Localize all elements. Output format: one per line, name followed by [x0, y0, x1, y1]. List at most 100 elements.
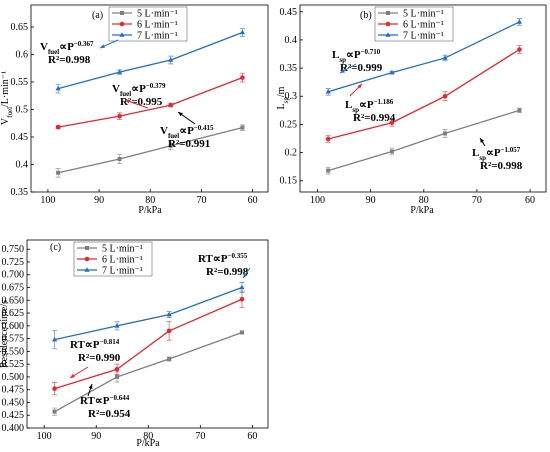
text-part: R²=0.995: [120, 96, 163, 108]
text-part: ∝P: [179, 125, 194, 137]
text-part: −0.710: [361, 48, 381, 56]
plot-frame: [30, 4, 269, 193]
text-part: L: [345, 99, 352, 111]
marker: [442, 55, 448, 60]
text-part: Residence time/s: [0, 300, 10, 368]
text-part: fuel: [6, 107, 14, 118]
marker: [517, 108, 522, 113]
marker: [84, 267, 90, 272]
marker: [325, 88, 331, 94]
text-part: L: [332, 49, 339, 61]
y-axis-label: Vfuel/L·min⁻¹: [0, 71, 14, 125]
legend-label: 5 L·min⁻¹: [403, 9, 444, 20]
annotation-text: R²=0.998: [48, 54, 91, 66]
text-part: R²=0.998: [480, 160, 523, 172]
marker: [114, 323, 120, 328]
x-tick-label: 70: [472, 195, 482, 206]
annotation-text: Vfuel∝P−0.379: [112, 82, 166, 98]
legend-label: 6 L·min⁻¹: [137, 20, 178, 31]
y-tick-label: 0.45: [11, 132, 29, 143]
marker: [168, 57, 174, 62]
legend-label: 5 L·min⁻¹: [102, 244, 143, 255]
x-axis-label: P/kPa: [136, 438, 160, 449]
text-part: V: [0, 117, 11, 125]
y-tick-label: 0.6: [16, 50, 29, 61]
text-part: ∝P: [346, 49, 361, 61]
marker: [325, 136, 331, 142]
annotation-text: R²=0.995: [120, 96, 163, 108]
text-part: ∝P: [486, 147, 501, 159]
marker: [389, 149, 394, 154]
marker: [52, 409, 57, 414]
marker: [119, 32, 125, 37]
marker: [442, 93, 448, 99]
text-part: −1.186: [374, 98, 394, 106]
arrow-head: [480, 138, 485, 143]
y-tick-label: 0.400: [2, 423, 25, 434]
text-part: sp: [352, 106, 359, 114]
y-tick-label: 0.3: [285, 91, 298, 102]
plot-frame: [299, 4, 547, 193]
y-tick-label: 0.725: [2, 257, 25, 268]
x-tick-label: 80: [145, 195, 155, 206]
marker: [166, 311, 172, 317]
marker: [51, 336, 58, 342]
panel-label: (c): [50, 242, 61, 253]
marker: [168, 143, 173, 148]
plot-frame: [26, 239, 269, 429]
marker: [385, 32, 391, 37]
y-tick-label: 0.600: [2, 321, 25, 332]
y-tick-label: 0.45: [280, 7, 298, 18]
annotation-text: Vfuel∝P−0.415: [160, 124, 214, 140]
text-part: R²=0.954: [88, 408, 131, 420]
marker: [115, 374, 120, 379]
panel-label: (b): [360, 10, 372, 21]
text-part: −0.379: [146, 82, 166, 90]
arrow-head: [178, 112, 183, 117]
text-part: V: [160, 125, 168, 137]
annotation-text: RT∝P−0.814: [70, 338, 120, 351]
text-part: RT: [198, 253, 214, 265]
text-part: fuel: [120, 90, 131, 98]
y-tick-label: 0.450: [2, 397, 25, 408]
text-part: sp: [339, 56, 346, 64]
y-tick-label: 0.4: [285, 35, 298, 46]
text-part: R²=0.994: [353, 112, 396, 124]
text-part: ∝P: [213, 253, 228, 265]
text-part: V: [112, 83, 120, 95]
annotation-text: R²=0.998: [480, 160, 523, 172]
annotation-text: Lsp∝P−1.186: [345, 98, 394, 114]
annotation-text: RT∝P−0.644: [80, 394, 130, 407]
series-line: [54, 298, 243, 390]
marker: [116, 69, 123, 74]
series-line: [57, 31, 243, 90]
text-part: ∝P: [59, 41, 74, 53]
panel-label: (a): [92, 10, 103, 21]
x-tick-label: 80: [419, 195, 429, 206]
series-line: [327, 109, 520, 172]
y-tick-label: 0.550: [2, 346, 25, 357]
legend-box: [73, 241, 153, 277]
y-tick-label: 0.65: [11, 22, 29, 33]
y-axis-label: Residence time/s: [0, 300, 10, 368]
marker: [240, 125, 245, 130]
annotation-text: Lsp∝P−0.710: [332, 48, 381, 64]
annotation-text: RT∝P−0.355: [198, 252, 248, 265]
y-tick-label: 0.4: [16, 160, 29, 171]
legend-box: [374, 6, 454, 42]
text-part: R²=0.991: [168, 138, 210, 150]
legend-label: 6 L·min⁻¹: [102, 255, 143, 266]
series-line: [54, 331, 243, 413]
y-tick-label: 0.425: [2, 410, 25, 421]
marker: [117, 157, 122, 161]
y-tick-label: 0.650: [2, 295, 25, 306]
marker: [240, 75, 245, 80]
x-tick-label: 80: [143, 431, 153, 442]
marker: [85, 246, 89, 250]
text-part: R²=0.998: [206, 266, 249, 278]
marker: [239, 330, 244, 335]
annotation-text: R²=0.998: [206, 266, 249, 278]
arrow-head: [340, 69, 345, 73]
marker: [55, 124, 61, 130]
